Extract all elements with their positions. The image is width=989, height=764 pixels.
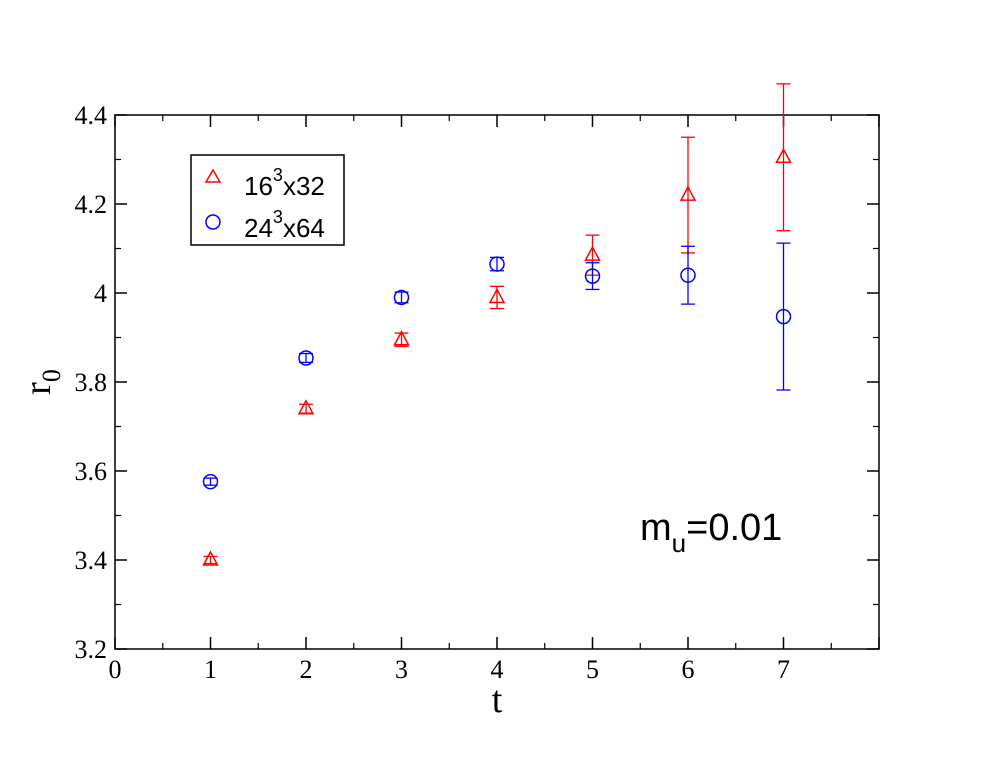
axis-ticks: 0 1 2 3 4 5 6 7 3.2 3.4 3.6 3.8 4 4.2 4.4 [75, 101, 880, 684]
data-point-triangle [393, 330, 410, 346]
x-tick-label: 2 [300, 655, 313, 684]
x-tick-label: 1 [204, 655, 217, 684]
y-tick-label: 3.4 [75, 546, 108, 575]
legend-series-2-sup: 3 [273, 207, 283, 227]
legend-series-1-name: 16 [244, 171, 273, 201]
data-point-circle [298, 350, 314, 366]
series-1 [202, 83, 792, 566]
legend-series-2-name: 24 [244, 213, 273, 243]
data-point-triangle [297, 399, 315, 415]
annotation-rest: =0.01 [686, 507, 782, 549]
data-point-triangle [679, 185, 697, 201]
x-tick-label: 3 [395, 655, 408, 684]
y-axis-title-sub: 0 [37, 369, 66, 382]
y-tick-label: 3.2 [75, 635, 108, 664]
data-point-circle [584, 268, 601, 284]
legend-label-series-1: 163x32 [244, 165, 325, 201]
x-axis-title: t [492, 679, 503, 721]
data-point-triangle [775, 147, 792, 164]
data-point-circle [680, 267, 696, 283]
x-tick-label: 0 [109, 655, 122, 684]
y-tick-label: 4 [94, 279, 107, 308]
y-tick-label: 4.2 [75, 190, 108, 219]
data-point-circle [393, 289, 410, 306]
data-point-circle [489, 256, 505, 272]
annotation-mass: mu=0.01 [640, 507, 782, 558]
annotation-sub: u [672, 528, 686, 558]
data-point-triangle [488, 287, 506, 304]
legend: 163x32 243x64 [190, 154, 345, 246]
data-point-circle [202, 473, 219, 490]
y-tick-label: 4.4 [75, 101, 108, 130]
legend-label-series-2: 243x64 [244, 207, 325, 243]
data-point-triangle [202, 550, 219, 566]
x-tick-label: 5 [586, 655, 599, 684]
legend-marker-circle [205, 214, 221, 230]
legend-marker-triangle [204, 168, 222, 183]
data-point-triangle [584, 245, 601, 261]
legend-series-1-rest: x32 [283, 171, 325, 201]
y-tick-label: 3.8 [75, 368, 108, 397]
y-tick-label: 3.6 [75, 457, 108, 486]
x-tick-label: 7 [777, 655, 790, 684]
y-axis-title: r0 [17, 369, 66, 395]
x-tick-label: 6 [682, 655, 695, 684]
legend-series-1-sup: 3 [273, 165, 283, 185]
data-marks [202, 83, 792, 566]
annotation-main: m [640, 507, 672, 549]
x-tick-label: 4 [491, 655, 504, 684]
y-axis-title-main: r [17, 382, 59, 395]
legend-series-2-rest: x64 [283, 213, 325, 243]
legend-box [190, 154, 345, 246]
series-2 [202, 242, 792, 490]
data-point-circle [775, 308, 792, 325]
